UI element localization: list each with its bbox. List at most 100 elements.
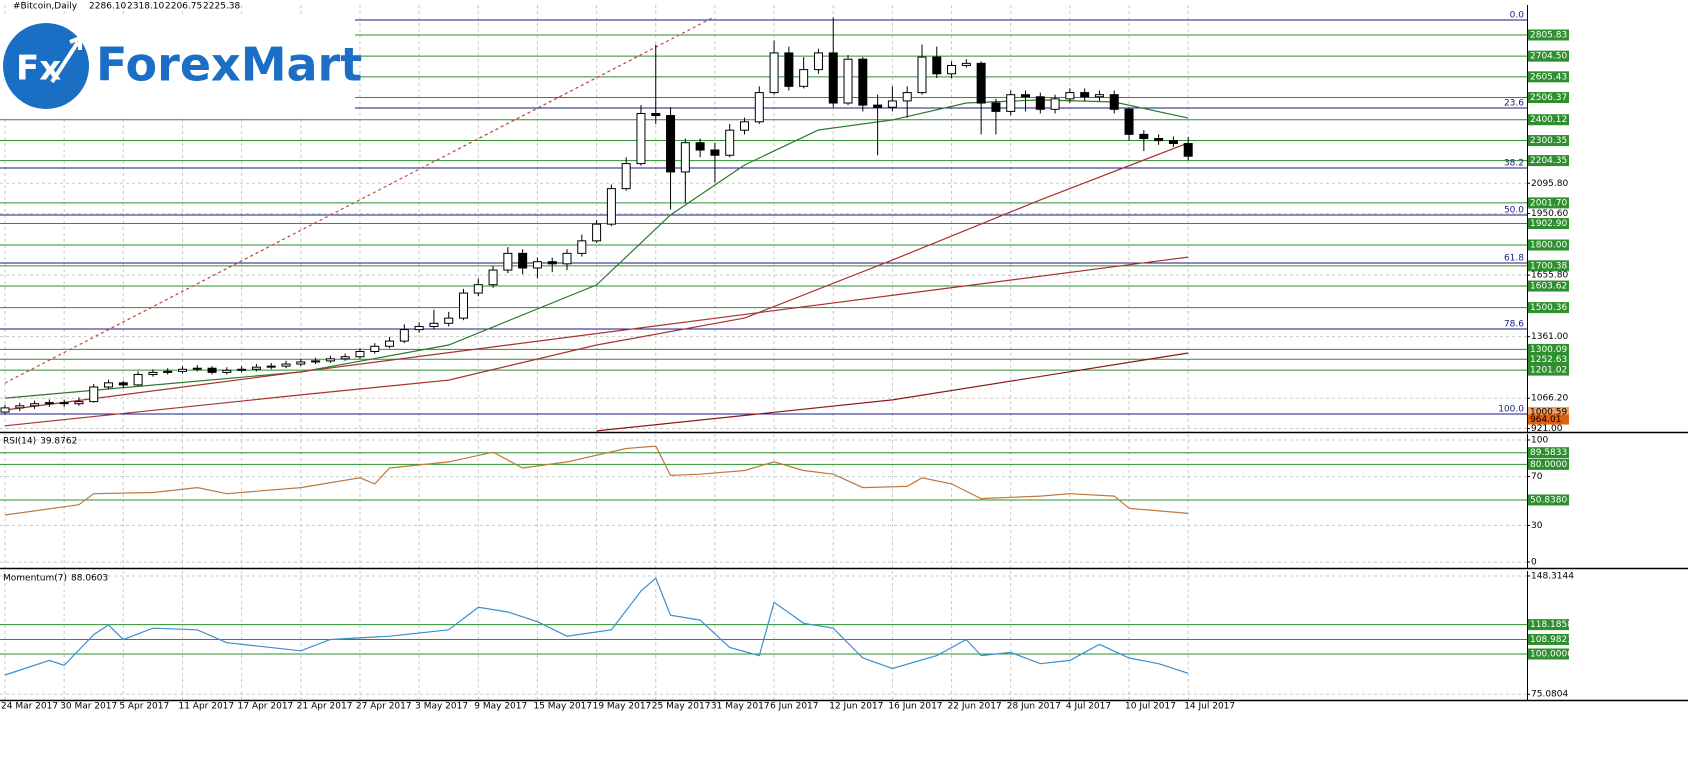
logo-circle: [3, 23, 89, 109]
overlay: Fx ForexMart #Bitcoin,Daily 2286.10 2318.…: [0, 2, 1688, 712]
candle-body: [976, 62, 986, 104]
x-tick-label: 14 Jul 2017: [1184, 702, 1235, 712]
candle-body: [784, 52, 794, 87]
candle-body: [621, 163, 631, 190]
candle-body: [1109, 94, 1119, 110]
level-label: 2506.37: [1530, 93, 1567, 103]
indicator-value: 39.8762: [40, 437, 77, 447]
y-tick-label: 75.0804: [1531, 690, 1568, 700]
candle-body: [562, 252, 572, 265]
candle-body: [991, 102, 1001, 112]
candle-body: [385, 340, 395, 347]
x-tick-label: 21 Apr 2017: [297, 702, 353, 712]
candle-body: [414, 325, 424, 331]
candle-body: [961, 62, 971, 66]
level-label: 1603.62: [1530, 282, 1567, 292]
price-label: 964.01: [1530, 415, 1562, 425]
level-label: 108.9823: [1530, 635, 1573, 645]
level-label: 50.8380: [1530, 495, 1567, 505]
level-label: 2001.70: [1530, 198, 1567, 208]
candle-body: [296, 361, 306, 365]
level-box: [1528, 50, 1569, 62]
candle-body: [222, 369, 232, 373]
x-tick-label: 12 Jun 2017: [829, 702, 883, 712]
level-label: 2204.35: [1530, 156, 1567, 166]
y-tick-label: 1950.60: [1531, 209, 1568, 219]
level-box: [1528, 302, 1569, 314]
candle-body: [577, 240, 587, 254]
x-tick-label: 25 May 2017: [652, 702, 711, 712]
fib-label: 0.0: [1510, 10, 1525, 20]
y-tick-label: 1066.20: [1531, 394, 1568, 404]
candle-body: [1050, 98, 1060, 110]
candle-body: [503, 252, 513, 271]
level-box: [1528, 364, 1569, 376]
candle-body: [237, 368, 247, 371]
y-tick-label: 70: [1531, 472, 1543, 482]
candle-body: [104, 382, 114, 388]
candle-body: [532, 261, 542, 269]
price-label-box: [1528, 406, 1569, 417]
level-label: 2805.83: [1530, 30, 1567, 40]
fib-label: 38.2: [1504, 159, 1524, 169]
candle-body: [458, 292, 468, 319]
logo-mark: Fx: [16, 49, 61, 89]
level-box: [1528, 135, 1569, 147]
level-label: 1201.02: [1530, 366, 1567, 376]
candle-body: [813, 52, 823, 71]
level-label: 1252.63: [1530, 355, 1567, 365]
level-label: 89.5833: [1530, 448, 1567, 458]
candle-body: [1139, 133, 1149, 140]
y-tick-label: 1361.00: [1531, 332, 1568, 342]
x-tick-label: 10 Jul 2017: [1125, 702, 1176, 712]
indicator-value: 88.0603: [71, 574, 108, 584]
moving-average: [596, 352, 1189, 432]
candle-body: [518, 252, 528, 269]
candle-body: [133, 373, 143, 386]
level-label: 2300.35: [1530, 136, 1567, 146]
indicator-title: Momentum(7): [3, 574, 67, 584]
candle-body: [858, 58, 868, 106]
candle-body: [0, 407, 10, 413]
level-box: [1528, 260, 1569, 272]
candle-body: [873, 104, 883, 108]
candle-body: [828, 52, 838, 104]
level-box: [1528, 633, 1569, 645]
level-label: 1902.90: [1530, 219, 1567, 229]
candle-body: [429, 322, 439, 327]
candle-body: [769, 52, 779, 94]
candle-body: [340, 356, 350, 360]
candle-body: [887, 100, 897, 108]
candle-body: [636, 112, 646, 165]
candle-body: [666, 115, 676, 173]
level-label: 2605.43: [1530, 72, 1567, 82]
candle-body: [799, 69, 809, 87]
candle-body: [118, 382, 128, 386]
level-box: [1528, 218, 1569, 230]
x-tick-label: 24 Mar 2017: [1, 702, 58, 712]
level-box: [1528, 155, 1569, 167]
level-box: [1528, 353, 1569, 365]
level-box: [1528, 648, 1569, 660]
moving-average: [4, 256, 1189, 411]
candle-body: [163, 370, 173, 373]
candle-body: [1183, 143, 1193, 157]
level-label: 2400.12: [1530, 115, 1567, 125]
candle-body: [1124, 108, 1134, 135]
level-label: 1300.09: [1530, 345, 1567, 355]
logo-arrow: [50, 35, 82, 84]
candle-body: [1154, 138, 1164, 142]
candle-body: [592, 223, 602, 242]
level-label: 118.1858: [1530, 620, 1573, 630]
candle-body: [399, 329, 409, 342]
candle-body: [325, 358, 335, 362]
candle-body: [1168, 140, 1178, 145]
ohlc-label: 2206.75: [165, 2, 202, 12]
level-box: [1528, 197, 1569, 209]
x-tick-label: 17 Apr 2017: [238, 702, 294, 712]
candle-body: [902, 92, 912, 102]
y-tick-label: 148.3144: [1531, 571, 1574, 581]
x-tick-label: 9 May 2017: [474, 702, 527, 712]
candle-body: [1094, 94, 1104, 98]
